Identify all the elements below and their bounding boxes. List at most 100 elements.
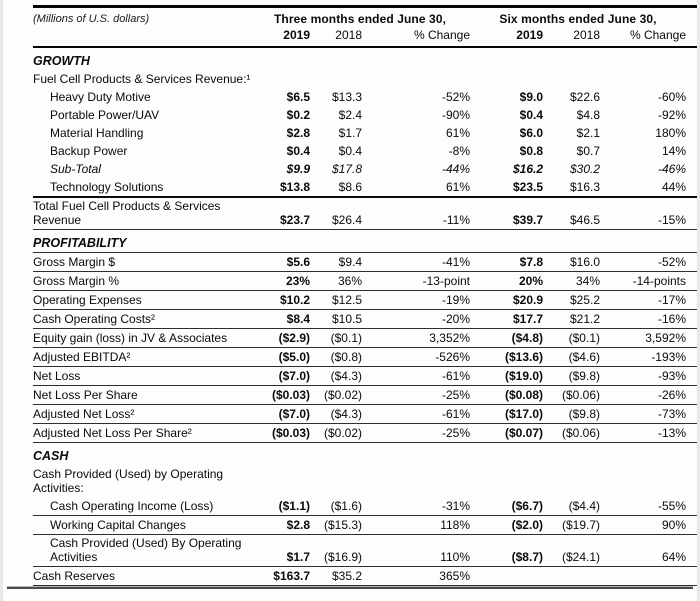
cell: ($0.03): [271, 426, 310, 440]
cell: 90%: [661, 518, 686, 532]
cell: $7.8: [519, 255, 543, 269]
table-row: Net Loss ($7.0) ($4.3) -61% ($19.0) ($9.8) -93…: [33, 367, 697, 386]
cell: $2.4: [338, 108, 362, 122]
table-body: GROWTH Fuel Cell Products & Services Reve…: [33, 48, 697, 586]
cell: ($24.1): [561, 550, 600, 564]
cell: $2.8: [286, 126, 310, 140]
row-label-line-1: Working Capital Changes: [50, 518, 186, 532]
col-header-6m-2018: 2018: [573, 28, 600, 42]
cell: -25%: [441, 388, 470, 402]
cell: $22.6: [569, 90, 600, 104]
cell: $23.5: [512, 180, 543, 194]
section-heading-row: CASH: [33, 443, 697, 465]
row-label: Operating Expenses: [33, 293, 250, 307]
table-row: Cash Operating Income (Loss) ($1.1) ($1.6)…: [33, 497, 697, 516]
cell: ($4.6): [568, 350, 600, 364]
cell: $9.4: [338, 255, 362, 269]
row-label: Net Loss: [33, 369, 250, 383]
row-label-line-1: Cash Provided (Used) By Operating: [50, 536, 242, 550]
cell: $1.7: [338, 126, 362, 140]
cell: -93%: [657, 369, 686, 383]
cell: ($0.1): [568, 331, 600, 345]
row-label: Portable Power/UAV: [33, 108, 250, 122]
row-label: Gross Margin %: [33, 274, 250, 288]
cell: $23.7: [279, 213, 310, 227]
row-label-line-1: Fuel Cell Products & Services Revenue:¹: [33, 72, 251, 86]
cell: -13%: [657, 426, 686, 440]
table-row: Technology Solutions $13.8 $8.6 61% $23.5 $16…: [33, 178, 697, 198]
cell: 44%: [661, 180, 686, 194]
cell: -8%: [448, 144, 470, 158]
table-row: Sub-Total $9.9 $17.8 -44% $16.2 $30.2 -46%: [33, 160, 697, 178]
cell: 110%: [440, 550, 470, 564]
cell: $9.0: [519, 90, 543, 104]
cell: ($4.4): [568, 499, 600, 513]
cell: $5.6: [286, 255, 310, 269]
table-row: Heavy Duty Motive $6.5 $13.3 -52% $9.0 $22.6 -…: [33, 88, 697, 106]
cell: $0.4: [286, 144, 310, 158]
row-label-line-1: Operating Expenses: [33, 293, 142, 307]
cell: -52%: [657, 255, 686, 269]
cell: ($19.0): [504, 369, 543, 383]
cell: ($6.7): [511, 499, 543, 513]
table-row: Total Fuel Cell Products & Services Reven…: [33, 198, 697, 230]
row-label: Total Fuel Cell Products & Services Reven…: [33, 199, 250, 227]
table-row: Working Capital Changes $2.8 ($15.3) 118% ($…: [33, 516, 697, 535]
row-label: Material Handling: [33, 126, 250, 140]
cell: ($0.07): [504, 426, 543, 440]
cell: $1.7: [286, 550, 310, 564]
cell: -20%: [441, 312, 470, 326]
cell: ($15.3): [323, 518, 362, 532]
cell: ($0.03): [271, 388, 310, 402]
cell: $39.7: [512, 213, 543, 227]
row-label-line-1: Equity gain (loss) in JV & Associates: [33, 331, 228, 345]
cell: -60%: [657, 90, 686, 104]
cell: $16.2: [512, 162, 543, 176]
cell: -55%: [657, 499, 686, 513]
cell: ($1.1): [278, 499, 310, 513]
row-label-line-1: Technology Solutions: [50, 180, 164, 194]
cell: ($9.8): [568, 369, 600, 383]
cell: ($8.7): [511, 550, 543, 564]
row-label: Cash Operating Costs²: [33, 312, 250, 326]
cell: $16.0: [569, 255, 600, 269]
row-label: Adjusted Net Loss²: [33, 407, 250, 421]
cell: 34%: [575, 274, 600, 288]
row-label-line-1: Backup Power: [50, 144, 128, 158]
row-label-line-1: Total Fuel Cell Products & Services: [33, 199, 221, 213]
row-label: Net Loss Per Share: [33, 388, 250, 402]
cell: $0.2: [286, 108, 310, 122]
cell: -46%: [657, 162, 686, 176]
cell: $21.2: [569, 312, 600, 326]
row-label-line-1: Cash Operating Costs²: [33, 312, 156, 326]
table-row: Fuel Cell Products & Services Revenue:¹: [33, 70, 697, 88]
row-label: CASH: [33, 449, 686, 463]
cell: ($2.9): [278, 331, 310, 345]
cell: $9.9: [286, 162, 310, 176]
cell: -41%: [441, 255, 470, 269]
table-header-columns-row: 2019 2018 % Change 2019 2018 % Change: [33, 29, 697, 48]
cell: -16%: [657, 312, 686, 326]
row-label: Adjusted Net Loss Per Share²: [33, 426, 250, 440]
cell: $10.2: [279, 293, 310, 307]
cell: $8.4: [286, 312, 310, 326]
cell: 365%: [439, 569, 470, 583]
cell: 3,352%: [429, 331, 470, 345]
table-row: Cash Provided (Used) by Operating Activit…: [33, 465, 697, 497]
cell: $4.8: [576, 108, 600, 122]
cell: $0.7: [576, 144, 600, 158]
cell: -73%: [657, 407, 686, 421]
cell: $25.2: [569, 293, 600, 307]
row-label: Equity gain (loss) in JV & Associates: [33, 331, 250, 345]
section-heading-row: GROWTH: [33, 48, 697, 70]
cell: $35.2: [331, 569, 362, 583]
row-label-line-1: Heavy Duty Motive: [50, 90, 151, 104]
cell: $2.1: [576, 126, 600, 140]
row-label-line-1: PROFITABILITY: [33, 236, 127, 250]
row-label: Fuel Cell Products & Services Revenue:¹: [33, 72, 686, 86]
cell: ($9.8): [568, 407, 600, 421]
cell: $13.3: [331, 90, 362, 104]
col-header-3m-change: % Change: [413, 28, 470, 42]
table-row: Gross Margin % 23% 36% -13-point 20% 34% -14-p…: [33, 272, 697, 291]
row-label-line-1: Gross Margin $: [33, 255, 116, 269]
